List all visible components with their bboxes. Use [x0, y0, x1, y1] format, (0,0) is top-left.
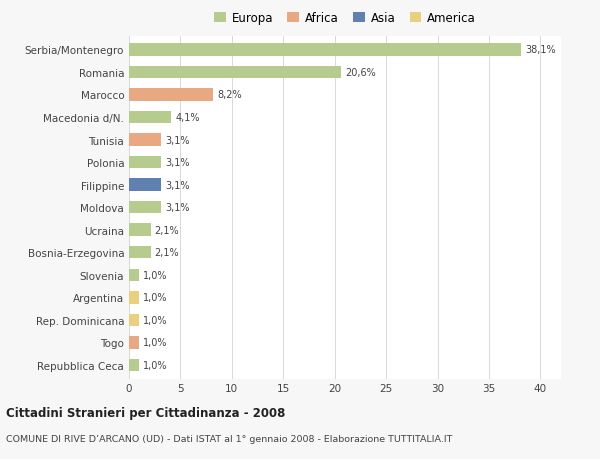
Bar [129, 269, 139, 281]
Text: 2,1%: 2,1% [155, 248, 179, 257]
Text: 20,6%: 20,6% [345, 68, 376, 78]
Text: Cittadini Stranieri per Cittadinanza - 2008: Cittadini Stranieri per Cittadinanza - 2… [6, 406, 286, 419]
Text: 3,1%: 3,1% [165, 158, 190, 168]
Bar [129, 112, 171, 124]
Text: 1,0%: 1,0% [143, 293, 168, 302]
Bar [129, 202, 161, 214]
Text: 3,1%: 3,1% [165, 135, 190, 145]
Text: 1,0%: 1,0% [143, 270, 168, 280]
Bar [129, 246, 151, 259]
Text: 38,1%: 38,1% [525, 45, 556, 55]
Bar [129, 291, 139, 304]
Text: 4,1%: 4,1% [175, 113, 200, 123]
Bar [129, 44, 521, 56]
Text: 2,1%: 2,1% [155, 225, 179, 235]
Legend: Europa, Africa, Asia, America: Europa, Africa, Asia, America [212, 10, 478, 28]
Text: COMUNE DI RIVE D’ARCANO (UD) - Dati ISTAT al 1° gennaio 2008 - Elaborazione TUTT: COMUNE DI RIVE D’ARCANO (UD) - Dati ISTA… [6, 434, 452, 443]
Bar [129, 336, 139, 349]
Bar [129, 157, 161, 169]
Bar [129, 224, 151, 236]
Bar [129, 359, 139, 371]
Bar [129, 134, 161, 146]
Text: 1,0%: 1,0% [143, 315, 168, 325]
Text: 3,1%: 3,1% [165, 203, 190, 213]
Text: 1,0%: 1,0% [143, 338, 168, 347]
Text: 8,2%: 8,2% [217, 90, 242, 100]
Bar [129, 67, 341, 79]
Text: 3,1%: 3,1% [165, 180, 190, 190]
Text: 1,0%: 1,0% [143, 360, 168, 370]
Bar [129, 89, 214, 101]
Bar [129, 314, 139, 326]
Bar [129, 179, 161, 191]
